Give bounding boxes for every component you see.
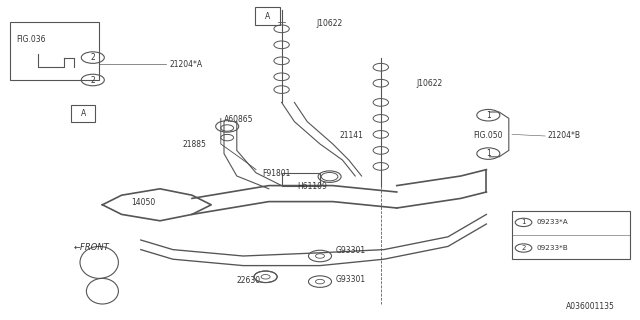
Text: 14050: 14050 [131,198,156,207]
Text: 21204*A: 21204*A [170,60,203,69]
Text: A60865: A60865 [224,115,253,124]
Bar [512,211,630,259]
Text: A: A [81,109,86,118]
Bar [10,22,99,80]
Text: 09233*B: 09233*B [536,244,568,251]
Text: J10622: J10622 [317,19,343,28]
Text: 09233*A: 09233*A [536,219,568,225]
Text: FIG.036: FIG.036 [16,35,45,44]
Text: 21141: 21141 [339,131,363,140]
Text: 2: 2 [90,53,95,62]
Bar [71,105,95,122]
Text: G93301: G93301 [336,275,366,284]
Text: A: A [265,12,270,20]
Text: H61109: H61109 [298,182,328,191]
Text: ←FRONT: ←FRONT [74,243,109,252]
Text: 21885: 21885 [182,140,206,149]
Text: FIG.050: FIG.050 [474,131,503,140]
Text: 1: 1 [486,149,491,158]
Text: G93301: G93301 [336,246,366,255]
Text: 2: 2 [90,76,95,84]
Text: A036001135: A036001135 [566,302,614,311]
Text: 22630: 22630 [237,276,261,285]
Bar [255,7,280,25]
Text: F91801: F91801 [262,169,291,178]
Bar [282,173,320,186]
Text: 2: 2 [522,245,525,251]
Text: 1: 1 [521,220,526,225]
Text: 21204*B: 21204*B [547,131,580,140]
Text: J10622: J10622 [416,79,442,88]
Text: 1: 1 [486,111,491,120]
